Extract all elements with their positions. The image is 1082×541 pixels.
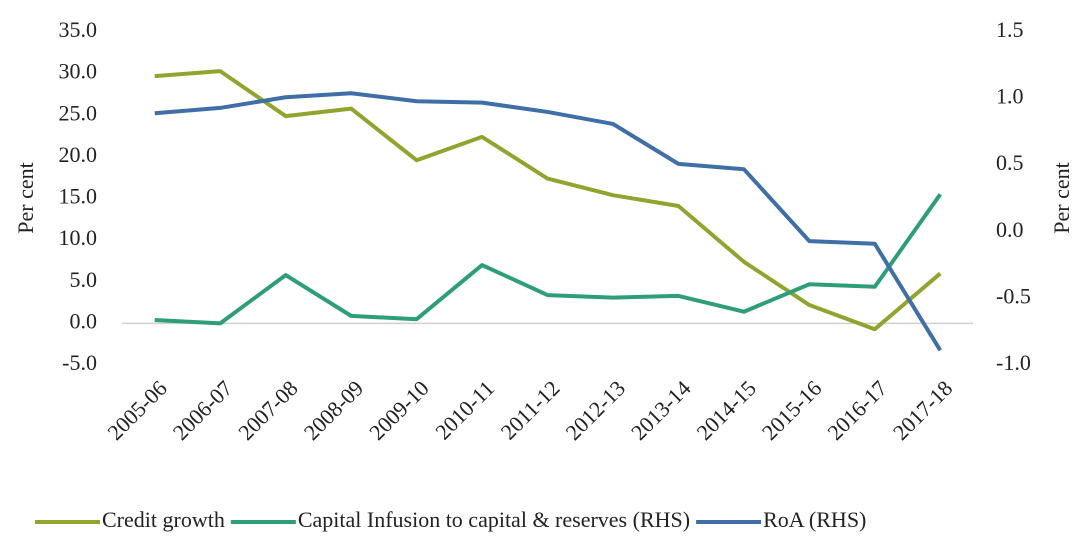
y2-tick-label: 1.0: [996, 84, 1024, 109]
y2-tick-label: 1.5: [996, 17, 1024, 42]
x-tick-label: 2006-07: [168, 375, 238, 445]
series-line: [154, 69, 942, 332]
x-tick-label: 2009-10: [364, 375, 434, 445]
x-tick-label: 2017-18: [888, 375, 958, 445]
y-tick-label: -5.0: [62, 350, 97, 375]
x-tick-label: 2007-08: [233, 375, 303, 445]
x-tick-label: 2016-17: [822, 375, 892, 445]
series-line: [154, 193, 942, 326]
legend-label: Capital Infusion to capital & reserves (…: [298, 507, 690, 532]
x-tick-label: 2008-09: [299, 375, 369, 445]
x-tick-label: 2012-13: [561, 375, 631, 445]
y-tick-label: 20.0: [59, 142, 98, 167]
legend-label: Credit growth: [102, 507, 225, 532]
y-tick-label: 25.0: [59, 100, 98, 125]
x-tick-label: 2011-12: [496, 375, 565, 444]
series-line: [154, 91, 942, 352]
y2-tick-label: 0.0: [996, 217, 1024, 242]
x-tick-label: 2005-06: [102, 375, 172, 445]
x-tick-label: 2015-16: [757, 375, 827, 445]
y-axis-label: Per cent: [13, 162, 38, 233]
y-tick-label: 10.0: [59, 225, 98, 250]
x-tick-label: 2010-11: [430, 375, 499, 444]
y2-tick-label: -1.0: [996, 350, 1031, 375]
y-tick-label: 5.0: [70, 267, 98, 292]
y-tick-label: 35.0: [59, 17, 98, 42]
y2-axis-label: Per cent: [1049, 162, 1074, 233]
y-tick-label: 0.0: [70, 308, 98, 333]
x-tick-label: 2014-15: [691, 375, 761, 445]
y-tick-label: 15.0: [59, 184, 98, 209]
y2-tick-label: 0.5: [996, 150, 1024, 175]
x-tick-label: 2013-14: [626, 375, 696, 445]
legend-label: RoA (RHS): [763, 507, 866, 532]
y2-tick-label: -0.5: [996, 283, 1031, 308]
y-tick-label: 30.0: [59, 59, 98, 84]
